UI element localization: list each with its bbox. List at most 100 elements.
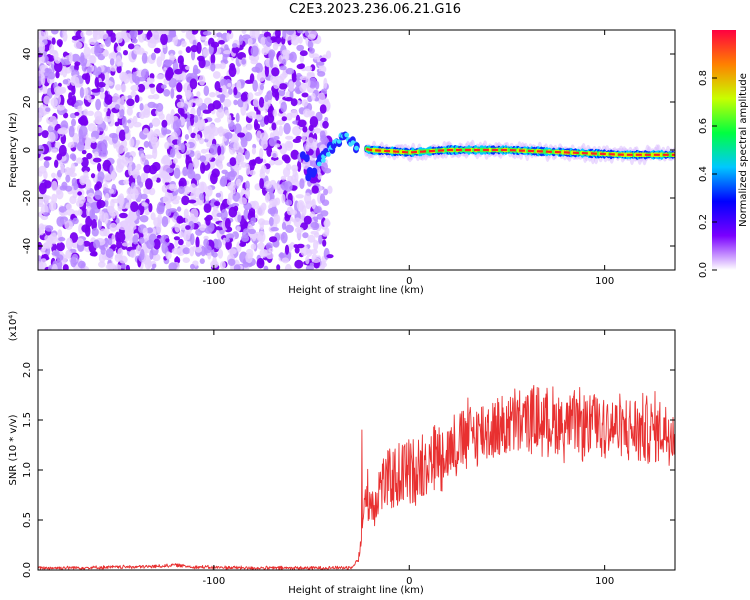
colorbar: 0.0 0.2 0.4 0.6 0.8 Normalized spectral ampl… <box>698 30 749 278</box>
noise-blob <box>280 231 288 244</box>
noise-blob <box>232 43 238 48</box>
noise-blob <box>95 181 102 190</box>
noise-blob <box>109 65 118 72</box>
noise-blob <box>229 157 237 167</box>
noise-blob <box>81 166 91 173</box>
noise-blob <box>189 78 198 90</box>
noise-blob <box>307 234 316 243</box>
noise-blob <box>211 217 220 222</box>
noise-blob <box>220 145 225 156</box>
noise-blob <box>301 99 308 107</box>
noise-blob <box>41 247 46 255</box>
noise-blob <box>203 41 210 46</box>
noise-blob <box>319 130 326 139</box>
noise-blob <box>245 163 251 176</box>
noise-blob <box>241 58 247 65</box>
colorbar-tick-label: 0.6 <box>698 118 709 134</box>
noise-blob <box>43 95 51 105</box>
noise-blob <box>308 77 317 89</box>
noise-blob <box>146 239 155 250</box>
noise-blob <box>297 119 307 128</box>
noise-blob <box>313 239 319 251</box>
noise-blob <box>219 261 226 270</box>
noise-blob <box>253 114 263 121</box>
noise-blob <box>295 80 302 87</box>
noise-blob <box>76 157 83 164</box>
noise-blob <box>247 92 254 101</box>
noise-blob <box>76 200 84 208</box>
noise-blob <box>56 104 65 111</box>
noise-blob <box>316 213 324 220</box>
noise-blob <box>252 30 260 39</box>
signal-branch-cyan <box>354 145 359 151</box>
noise-blob <box>238 34 243 46</box>
noise-blob <box>152 263 157 269</box>
noise-blob <box>178 238 184 246</box>
noise-blob <box>148 187 156 196</box>
noise-blob <box>104 71 110 82</box>
noise-blob <box>47 131 56 143</box>
noise-blob <box>77 208 83 216</box>
noise-blob <box>264 180 272 189</box>
noise-blob <box>239 242 247 248</box>
noise-blob <box>188 100 193 108</box>
noise-blob <box>130 201 139 213</box>
noise-blob <box>144 209 150 216</box>
noise-blob <box>138 237 145 244</box>
noise-blob <box>195 246 203 253</box>
signal-branch <box>311 167 318 176</box>
noise-blob <box>96 66 102 75</box>
noise-blob <box>240 92 248 102</box>
noise-blob <box>170 87 175 99</box>
noise-blob <box>51 263 58 270</box>
noise-blob <box>103 173 112 184</box>
noise-blob <box>102 159 112 172</box>
noise-blob <box>96 199 102 210</box>
noise-blob <box>65 249 72 259</box>
noise-blob <box>264 94 269 102</box>
noise-blob <box>227 82 232 88</box>
noise-blob <box>327 185 333 194</box>
noise-blob <box>144 154 154 159</box>
noise-blob <box>302 126 308 133</box>
noise-blob <box>80 52 85 64</box>
spectrogram-ticks: -100 0 100 -40 -20 0 20 40 <box>22 30 675 287</box>
noise-blob <box>318 185 323 192</box>
noise-blob <box>85 72 91 85</box>
noise-blob <box>124 32 131 43</box>
noise-blob <box>103 107 108 113</box>
noise-blob <box>251 159 256 164</box>
noise-blob <box>263 265 269 270</box>
x-tick-label: 100 <box>595 576 614 587</box>
noise-blob <box>182 166 188 177</box>
noise-blob <box>91 88 101 93</box>
noise-blob <box>212 252 218 258</box>
noise-blob <box>272 153 277 158</box>
y-tick-label: 1.5 <box>22 412 33 428</box>
noise-blob <box>245 112 253 117</box>
noise-blob <box>252 79 258 92</box>
noise-blob <box>210 62 216 72</box>
noise-blob <box>105 248 114 259</box>
noise-blob <box>233 99 238 106</box>
noise-blob <box>139 103 144 111</box>
noise-blob <box>235 178 242 187</box>
noise-blob <box>178 231 184 238</box>
noise-blob <box>152 147 158 160</box>
noise-blob <box>59 127 68 135</box>
noise-blob <box>146 227 154 234</box>
noise-blob <box>322 239 327 247</box>
noise-blob <box>126 119 132 124</box>
snr-panel: -100 0 100 0.0 0.5 1.0 1.5 2.0 Height of straig… <box>8 311 676 596</box>
noise-blob <box>81 157 89 168</box>
noise-blob <box>117 205 123 212</box>
noise-blob <box>189 183 197 194</box>
noise-blob <box>282 30 287 39</box>
y-tick-label: 0.5 <box>22 512 33 528</box>
noise-blob <box>190 132 196 139</box>
noise-blob <box>151 161 161 172</box>
noise-blob <box>225 239 232 251</box>
noise-blob <box>296 229 302 240</box>
noise-blob <box>176 94 183 100</box>
noise-blob <box>205 185 213 197</box>
